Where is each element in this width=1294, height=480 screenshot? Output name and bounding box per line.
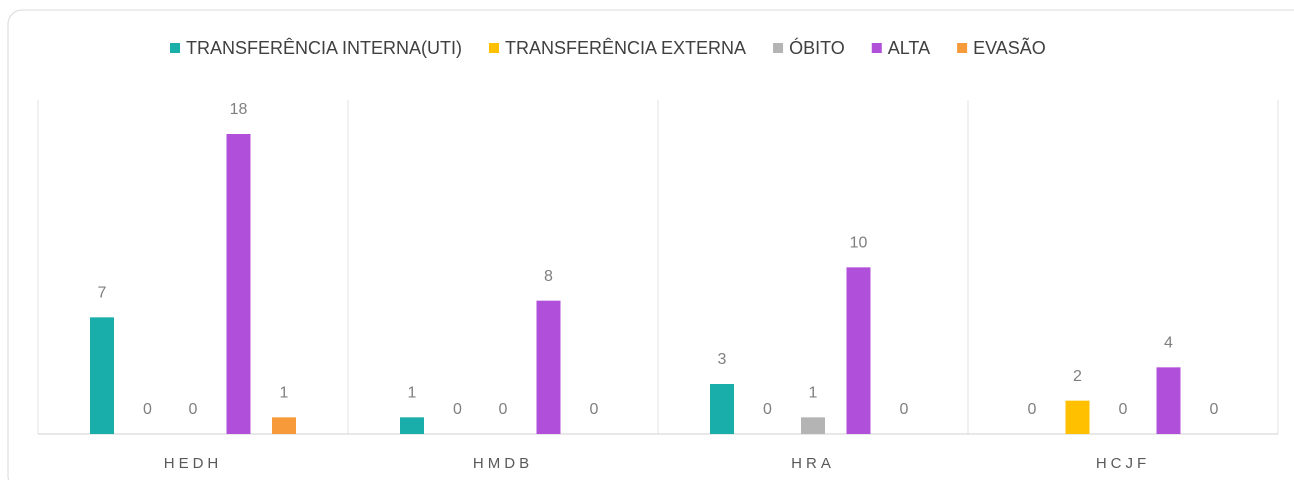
- x-tick-label: HCJF: [1096, 455, 1150, 472]
- legend-swatch: [957, 43, 968, 53]
- legend-label: ALTA: [888, 38, 930, 58]
- data-label: 2: [1073, 368, 1082, 385]
- legend-label: EVASÃO: [973, 37, 1046, 58]
- x-tick-label: HEDH: [164, 455, 223, 472]
- data-label: 0: [143, 401, 152, 418]
- bar: [536, 300, 561, 434]
- data-label: 8: [544, 268, 553, 285]
- bar: [400, 417, 424, 434]
- data-label: 0: [189, 401, 198, 418]
- data-label: 0: [1210, 401, 1219, 418]
- bar: [801, 417, 825, 434]
- data-label: 0: [1028, 401, 1037, 418]
- data-label: 1: [280, 385, 289, 402]
- data-label: 0: [1119, 401, 1128, 418]
- legend-label: TRANSFERÊNCIA EXTERNA: [505, 38, 746, 58]
- data-label: 10: [850, 235, 868, 252]
- data-label: 0: [900, 401, 909, 418]
- chart-frame: [7, 9, 1294, 480]
- legend-swatch: [489, 43, 500, 53]
- bar: [272, 417, 296, 434]
- data-label: 0: [453, 401, 462, 418]
- legend-swatch: [773, 43, 784, 53]
- legend-swatch: [170, 43, 180, 53]
- bar: [90, 317, 114, 434]
- bar: [846, 267, 871, 434]
- legend-label: ÓBITO: [789, 37, 845, 58]
- legend-swatch: [871, 43, 882, 53]
- data-label: 0: [763, 401, 772, 418]
- bar: [1156, 367, 1181, 434]
- data-label: 3: [718, 351, 727, 368]
- data-label: 7: [98, 285, 107, 302]
- data-label: 18: [230, 101, 248, 118]
- bar: [226, 134, 251, 434]
- data-label: 4: [1164, 335, 1173, 352]
- x-tick-label: HRA: [791, 455, 835, 472]
- data-label: 1: [809, 385, 818, 402]
- data-label: 0: [590, 401, 599, 418]
- legend-label: TRANSFERÊNCIA INTERNA(UTI): [186, 38, 462, 58]
- data-label: 0: [499, 401, 508, 418]
- bar: [710, 384, 734, 434]
- bar: [1065, 400, 1090, 434]
- x-tick-label: HMDB: [473, 455, 533, 472]
- data-label: 1: [408, 385, 417, 402]
